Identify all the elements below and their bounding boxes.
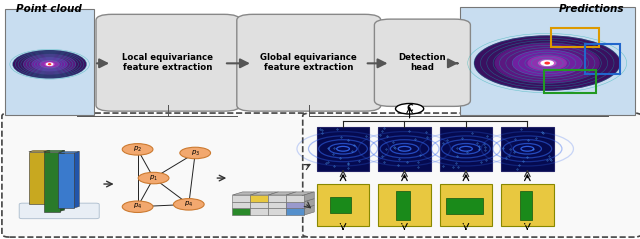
Bar <box>501 184 554 226</box>
Circle shape <box>513 50 582 76</box>
Circle shape <box>47 63 52 65</box>
Circle shape <box>541 61 553 65</box>
Circle shape <box>475 36 620 90</box>
Text: $p_2$: $p_2$ <box>133 145 142 154</box>
Text: $p_4$: $p_4$ <box>133 202 142 211</box>
Circle shape <box>545 62 549 64</box>
Polygon shape <box>29 150 50 152</box>
Circle shape <box>528 56 566 70</box>
Bar <box>250 208 268 215</box>
Polygon shape <box>304 199 314 208</box>
Text: Local equivariance
feature extraction: Local equivariance feature extraction <box>122 53 214 72</box>
FancyBboxPatch shape <box>303 113 640 237</box>
Bar <box>29 152 45 204</box>
Text: Detection
head: Detection head <box>399 53 446 72</box>
Bar <box>317 184 369 226</box>
Circle shape <box>539 60 556 66</box>
Circle shape <box>13 51 86 78</box>
Bar <box>44 152 60 212</box>
Text: Point cloud: Point cloud <box>17 4 82 14</box>
Bar <box>550 28 599 47</box>
Polygon shape <box>250 192 278 195</box>
Circle shape <box>396 103 424 114</box>
Bar <box>396 191 410 220</box>
Bar <box>440 184 492 226</box>
FancyBboxPatch shape <box>19 203 99 219</box>
Polygon shape <box>232 192 260 195</box>
FancyBboxPatch shape <box>5 9 94 115</box>
FancyBboxPatch shape <box>2 113 308 237</box>
Bar <box>268 195 286 202</box>
Bar <box>330 197 351 213</box>
Circle shape <box>24 54 76 74</box>
Circle shape <box>32 58 67 71</box>
Bar <box>268 202 286 208</box>
Circle shape <box>45 63 54 66</box>
Circle shape <box>122 144 153 155</box>
Bar <box>286 202 304 208</box>
Text: Predictions: Predictions <box>559 4 624 14</box>
Bar <box>250 195 268 202</box>
Polygon shape <box>44 150 65 152</box>
Text: $p_3$: $p_3$ <box>191 148 200 158</box>
Bar <box>440 127 492 171</box>
Bar <box>232 195 250 202</box>
Bar <box>250 202 268 208</box>
Bar <box>446 198 483 214</box>
Text: $p_1$: $p_1$ <box>149 174 158 183</box>
Bar <box>58 153 74 208</box>
Bar <box>232 208 250 215</box>
Circle shape <box>173 199 204 210</box>
Bar <box>286 208 304 215</box>
Text: C: C <box>406 104 413 113</box>
Text: Global equivariance
feature extraction: Global equivariance feature extraction <box>260 53 357 72</box>
Bar <box>501 127 554 171</box>
Polygon shape <box>304 192 314 202</box>
Circle shape <box>495 44 599 82</box>
Bar <box>585 44 620 74</box>
Polygon shape <box>304 205 314 215</box>
Polygon shape <box>60 150 65 212</box>
Bar <box>268 208 286 215</box>
Polygon shape <box>268 192 296 195</box>
Bar <box>378 184 431 226</box>
FancyBboxPatch shape <box>460 7 635 115</box>
Polygon shape <box>286 192 314 195</box>
Polygon shape <box>45 150 50 204</box>
FancyBboxPatch shape <box>96 14 240 111</box>
Bar <box>544 70 596 93</box>
Polygon shape <box>58 152 79 153</box>
Circle shape <box>40 61 59 68</box>
Circle shape <box>49 64 51 65</box>
Polygon shape <box>74 152 79 208</box>
Circle shape <box>180 147 211 159</box>
Bar <box>317 127 369 171</box>
Bar <box>520 191 532 220</box>
FancyBboxPatch shape <box>374 19 470 106</box>
Bar <box>232 202 250 208</box>
Circle shape <box>122 201 153 212</box>
Circle shape <box>138 172 169 184</box>
Bar <box>378 127 431 171</box>
Text: $p_4$: $p_4$ <box>184 200 193 209</box>
FancyBboxPatch shape <box>237 14 381 111</box>
Bar <box>286 195 304 202</box>
